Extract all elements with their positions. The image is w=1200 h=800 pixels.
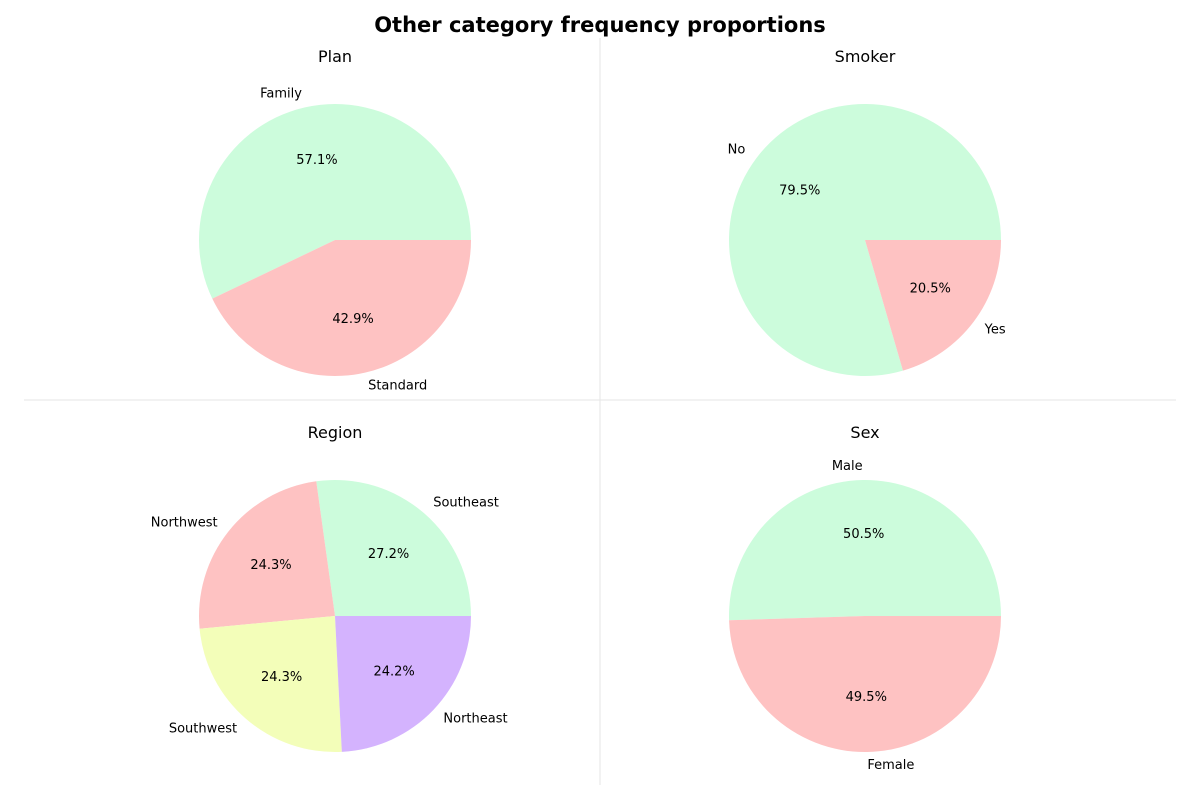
pie-label-region-northwest: Northwest (151, 516, 218, 531)
pie-slices-plan: 57.1% Family 42.9% Standard (198, 87, 471, 393)
pie-panel-plan: Plan 57.1% Family 42.9% Standard (198, 47, 471, 393)
pie-panel-smoker: Smoker 79.5% No 20.5% Yes (728, 47, 1006, 377)
figure-title: Other category frequency proportions (374, 13, 826, 37)
pie-slice-sex-male (729, 480, 1001, 621)
pie-pct-sex-female: 49.5% (846, 690, 887, 705)
pie-pct-plan-family: 57.1% (296, 153, 337, 168)
pie-label-region-southeast: Southeast (433, 496, 499, 511)
pie-slice-plan-standard (212, 240, 471, 376)
pie-slice-plan-family (198, 104, 471, 299)
pie-label-smoker-no: No (728, 143, 746, 158)
pie-title-region: Region (308, 423, 363, 442)
pie-label-plan-family: Family (260, 87, 302, 102)
pie-slice-sex-female (729, 616, 1001, 753)
pie-pct-plan-standard: 42.9% (332, 312, 373, 327)
pie-label-plan-standard: Standard (368, 378, 427, 393)
pie-slice-region-southeast (316, 480, 471, 616)
pie-pct-region-southwest: 24.3% (261, 670, 302, 685)
pie-pct-region-southeast: 27.2% (368, 547, 409, 562)
pie-label-sex-female: Female (867, 758, 914, 773)
pie-slices-sex: 50.5% Male 49.5% Female (729, 459, 1001, 773)
pie-slice-region-southwest (199, 616, 342, 753)
pie-slices-smoker: 79.5% No 20.5% Yes (728, 104, 1006, 377)
pie-pct-region-northeast: 24.2% (373, 665, 414, 680)
pie-title-plan: Plan (318, 47, 352, 66)
pie-pct-smoker-no: 79.5% (779, 184, 820, 199)
pie-slice-smoker-yes (865, 240, 1001, 371)
pie-pct-sex-male: 50.5% (843, 527, 884, 542)
pie-slice-region-northwest (198, 481, 335, 629)
pie-panel-sex: Sex 50.5% Male 49.5% Female (729, 423, 1001, 773)
pie-label-region-southwest: Southwest (169, 722, 237, 737)
pie-title-smoker: Smoker (835, 47, 896, 66)
pie-slice-smoker-no (729, 104, 1001, 377)
pie-pct-smoker-yes: 20.5% (910, 281, 951, 296)
pie-panel-region: Region 27.2% Southeast 24.3% Northwest 24.3%… (151, 423, 508, 753)
pie-label-sex-male: Male (832, 459, 863, 474)
pie-pct-region-northwest: 24.3% (250, 558, 291, 573)
pie-slice-region-northeast (335, 616, 471, 752)
pie-title-sex: Sex (850, 423, 879, 442)
pie-label-smoker-yes: Yes (984, 322, 1006, 337)
pie-slices-region: 27.2% Southeast 24.3% Northwest 24.3% Southwe… (151, 480, 508, 753)
pie-label-region-northeast: Northeast (443, 712, 507, 727)
